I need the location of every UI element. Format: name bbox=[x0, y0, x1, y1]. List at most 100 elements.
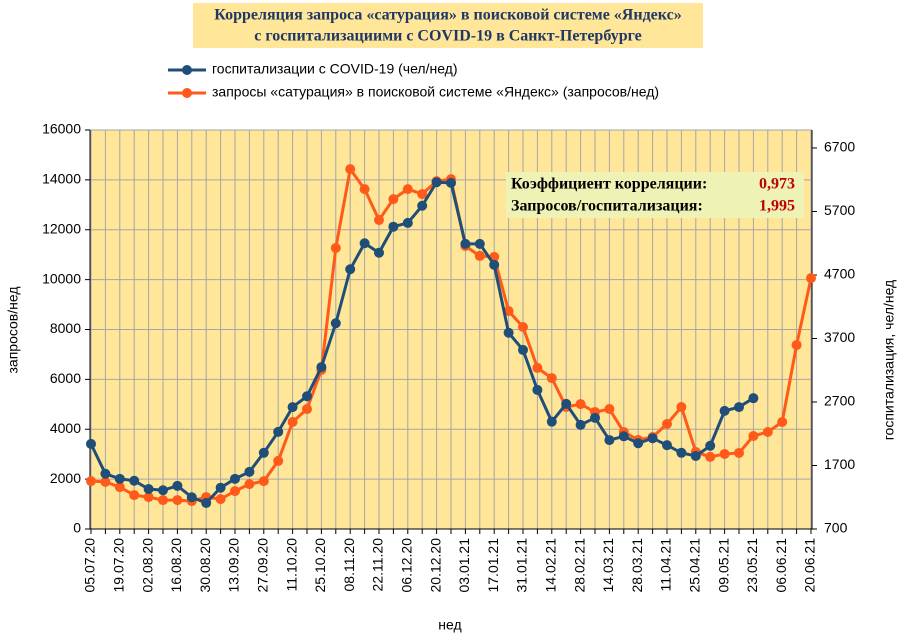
data-point bbox=[215, 482, 226, 493]
data-point bbox=[330, 242, 341, 253]
y2-tick-label: 2700 bbox=[824, 393, 855, 409]
data-point bbox=[734, 402, 744, 413]
x-tick-label: 20.12.20 bbox=[427, 538, 443, 593]
x-tick-label: 30.08.20 bbox=[197, 538, 213, 593]
data-point bbox=[417, 189, 428, 200]
data-point bbox=[777, 417, 788, 428]
x-tick-label: 16.08.20 bbox=[168, 538, 184, 593]
x-tick-label: 06.12.20 bbox=[399, 538, 415, 593]
data-point bbox=[374, 215, 384, 226]
x-tick-label: 11.04.21 bbox=[658, 538, 674, 592]
chart-title: с госпитализациими с COVID-19 в Санкт-Пе… bbox=[254, 28, 642, 45]
legend-label: госпитализации с COVID-19 (чел/нед) bbox=[212, 61, 458, 77]
chart-title: Корреляция запроса «сатурация» в поисков… bbox=[214, 7, 681, 24]
data-point bbox=[518, 322, 528, 333]
data-point bbox=[532, 384, 543, 395]
data-point bbox=[748, 430, 759, 441]
data-point bbox=[402, 217, 413, 228]
data-point bbox=[604, 435, 615, 446]
data-point bbox=[705, 451, 716, 462]
data-point bbox=[460, 238, 471, 249]
annotation-value: 1,995 bbox=[759, 198, 795, 215]
data-point bbox=[374, 247, 384, 258]
y-tick-label: 0 bbox=[73, 520, 81, 536]
data-point bbox=[647, 433, 658, 444]
annotation-box bbox=[506, 172, 804, 218]
x-tick-label: 13.09.20 bbox=[226, 538, 242, 593]
data-point bbox=[230, 473, 240, 484]
data-point bbox=[417, 200, 428, 211]
data-point bbox=[100, 476, 111, 487]
data-point bbox=[143, 483, 154, 494]
x-tick-label: 03.01.21 bbox=[456, 538, 472, 593]
data-point bbox=[158, 495, 168, 506]
legend-label: запросы «сатурация» в поисковой системе … bbox=[212, 84, 659, 100]
data-point bbox=[201, 497, 212, 508]
y-tick-label: 6000 bbox=[50, 370, 81, 386]
y-tick-label: 14000 bbox=[42, 171, 81, 187]
data-point bbox=[474, 238, 485, 249]
data-point bbox=[532, 362, 543, 373]
x-tick-label: 23.05.21 bbox=[744, 538, 760, 593]
y2-tick-label: 1700 bbox=[824, 456, 855, 472]
data-point bbox=[561, 398, 572, 409]
data-point bbox=[100, 468, 111, 479]
x-tick-label: 28.02.21 bbox=[571, 538, 587, 593]
data-point bbox=[230, 486, 240, 497]
data-point bbox=[604, 404, 615, 415]
x-tick-label: 08.11.20 bbox=[341, 538, 357, 592]
data-point bbox=[258, 476, 269, 487]
x-tick-label: 22.11.20 bbox=[370, 538, 386, 592]
legend-marker bbox=[182, 65, 192, 75]
y2-axis-label: госпитализация, чел/нед bbox=[881, 280, 897, 440]
x-tick-label: 28.03.21 bbox=[629, 538, 645, 593]
data-point bbox=[244, 479, 255, 490]
data-point bbox=[503, 306, 514, 317]
x-tick-label: 05.07.20 bbox=[82, 538, 98, 593]
y2-tick-label: 3700 bbox=[824, 329, 855, 345]
data-point bbox=[330, 318, 341, 329]
data-point bbox=[489, 259, 500, 270]
data-point bbox=[662, 440, 672, 451]
x-tick-label: 25.04.21 bbox=[687, 538, 703, 593]
data-point bbox=[662, 419, 672, 430]
data-point bbox=[302, 391, 312, 402]
y-axis-label: запросов/нед bbox=[5, 286, 21, 373]
y2-tick-label: 6700 bbox=[824, 139, 855, 155]
data-point bbox=[431, 177, 442, 188]
legend-marker bbox=[182, 88, 192, 98]
x-tick-label: 19.07.20 bbox=[111, 538, 127, 593]
annotation-label: Коэффициент корреляции: bbox=[511, 176, 707, 193]
data-point bbox=[129, 475, 140, 486]
data-point bbox=[359, 238, 370, 249]
data-point bbox=[719, 448, 730, 459]
x-tick-label: 27.09.20 bbox=[255, 538, 271, 593]
data-point bbox=[388, 221, 399, 232]
data-point bbox=[273, 455, 284, 466]
x-tick-label: 31.01.21 bbox=[514, 538, 530, 593]
y2-tick-label: 4700 bbox=[824, 266, 855, 282]
data-point bbox=[676, 402, 687, 413]
data-point bbox=[806, 273, 816, 284]
y-tick-label: 8000 bbox=[50, 320, 81, 336]
y-tick-label: 2000 bbox=[50, 470, 81, 486]
data-point bbox=[719, 405, 730, 416]
data-point bbox=[158, 485, 168, 496]
data-point bbox=[316, 362, 327, 373]
data-point bbox=[748, 393, 759, 404]
data-point bbox=[734, 447, 744, 458]
data-point bbox=[446, 177, 456, 188]
annotation-label: Запросов/госпитализация: bbox=[511, 198, 703, 215]
data-point bbox=[546, 416, 557, 427]
data-point bbox=[287, 417, 298, 428]
data-point bbox=[186, 492, 197, 503]
data-point bbox=[633, 438, 644, 449]
data-point bbox=[503, 327, 514, 338]
data-point bbox=[273, 426, 284, 437]
data-point bbox=[172, 495, 183, 506]
y-tick-label: 16000 bbox=[42, 121, 81, 137]
data-point bbox=[705, 440, 716, 451]
data-point bbox=[762, 426, 773, 437]
y-tick-label: 10000 bbox=[42, 270, 81, 286]
